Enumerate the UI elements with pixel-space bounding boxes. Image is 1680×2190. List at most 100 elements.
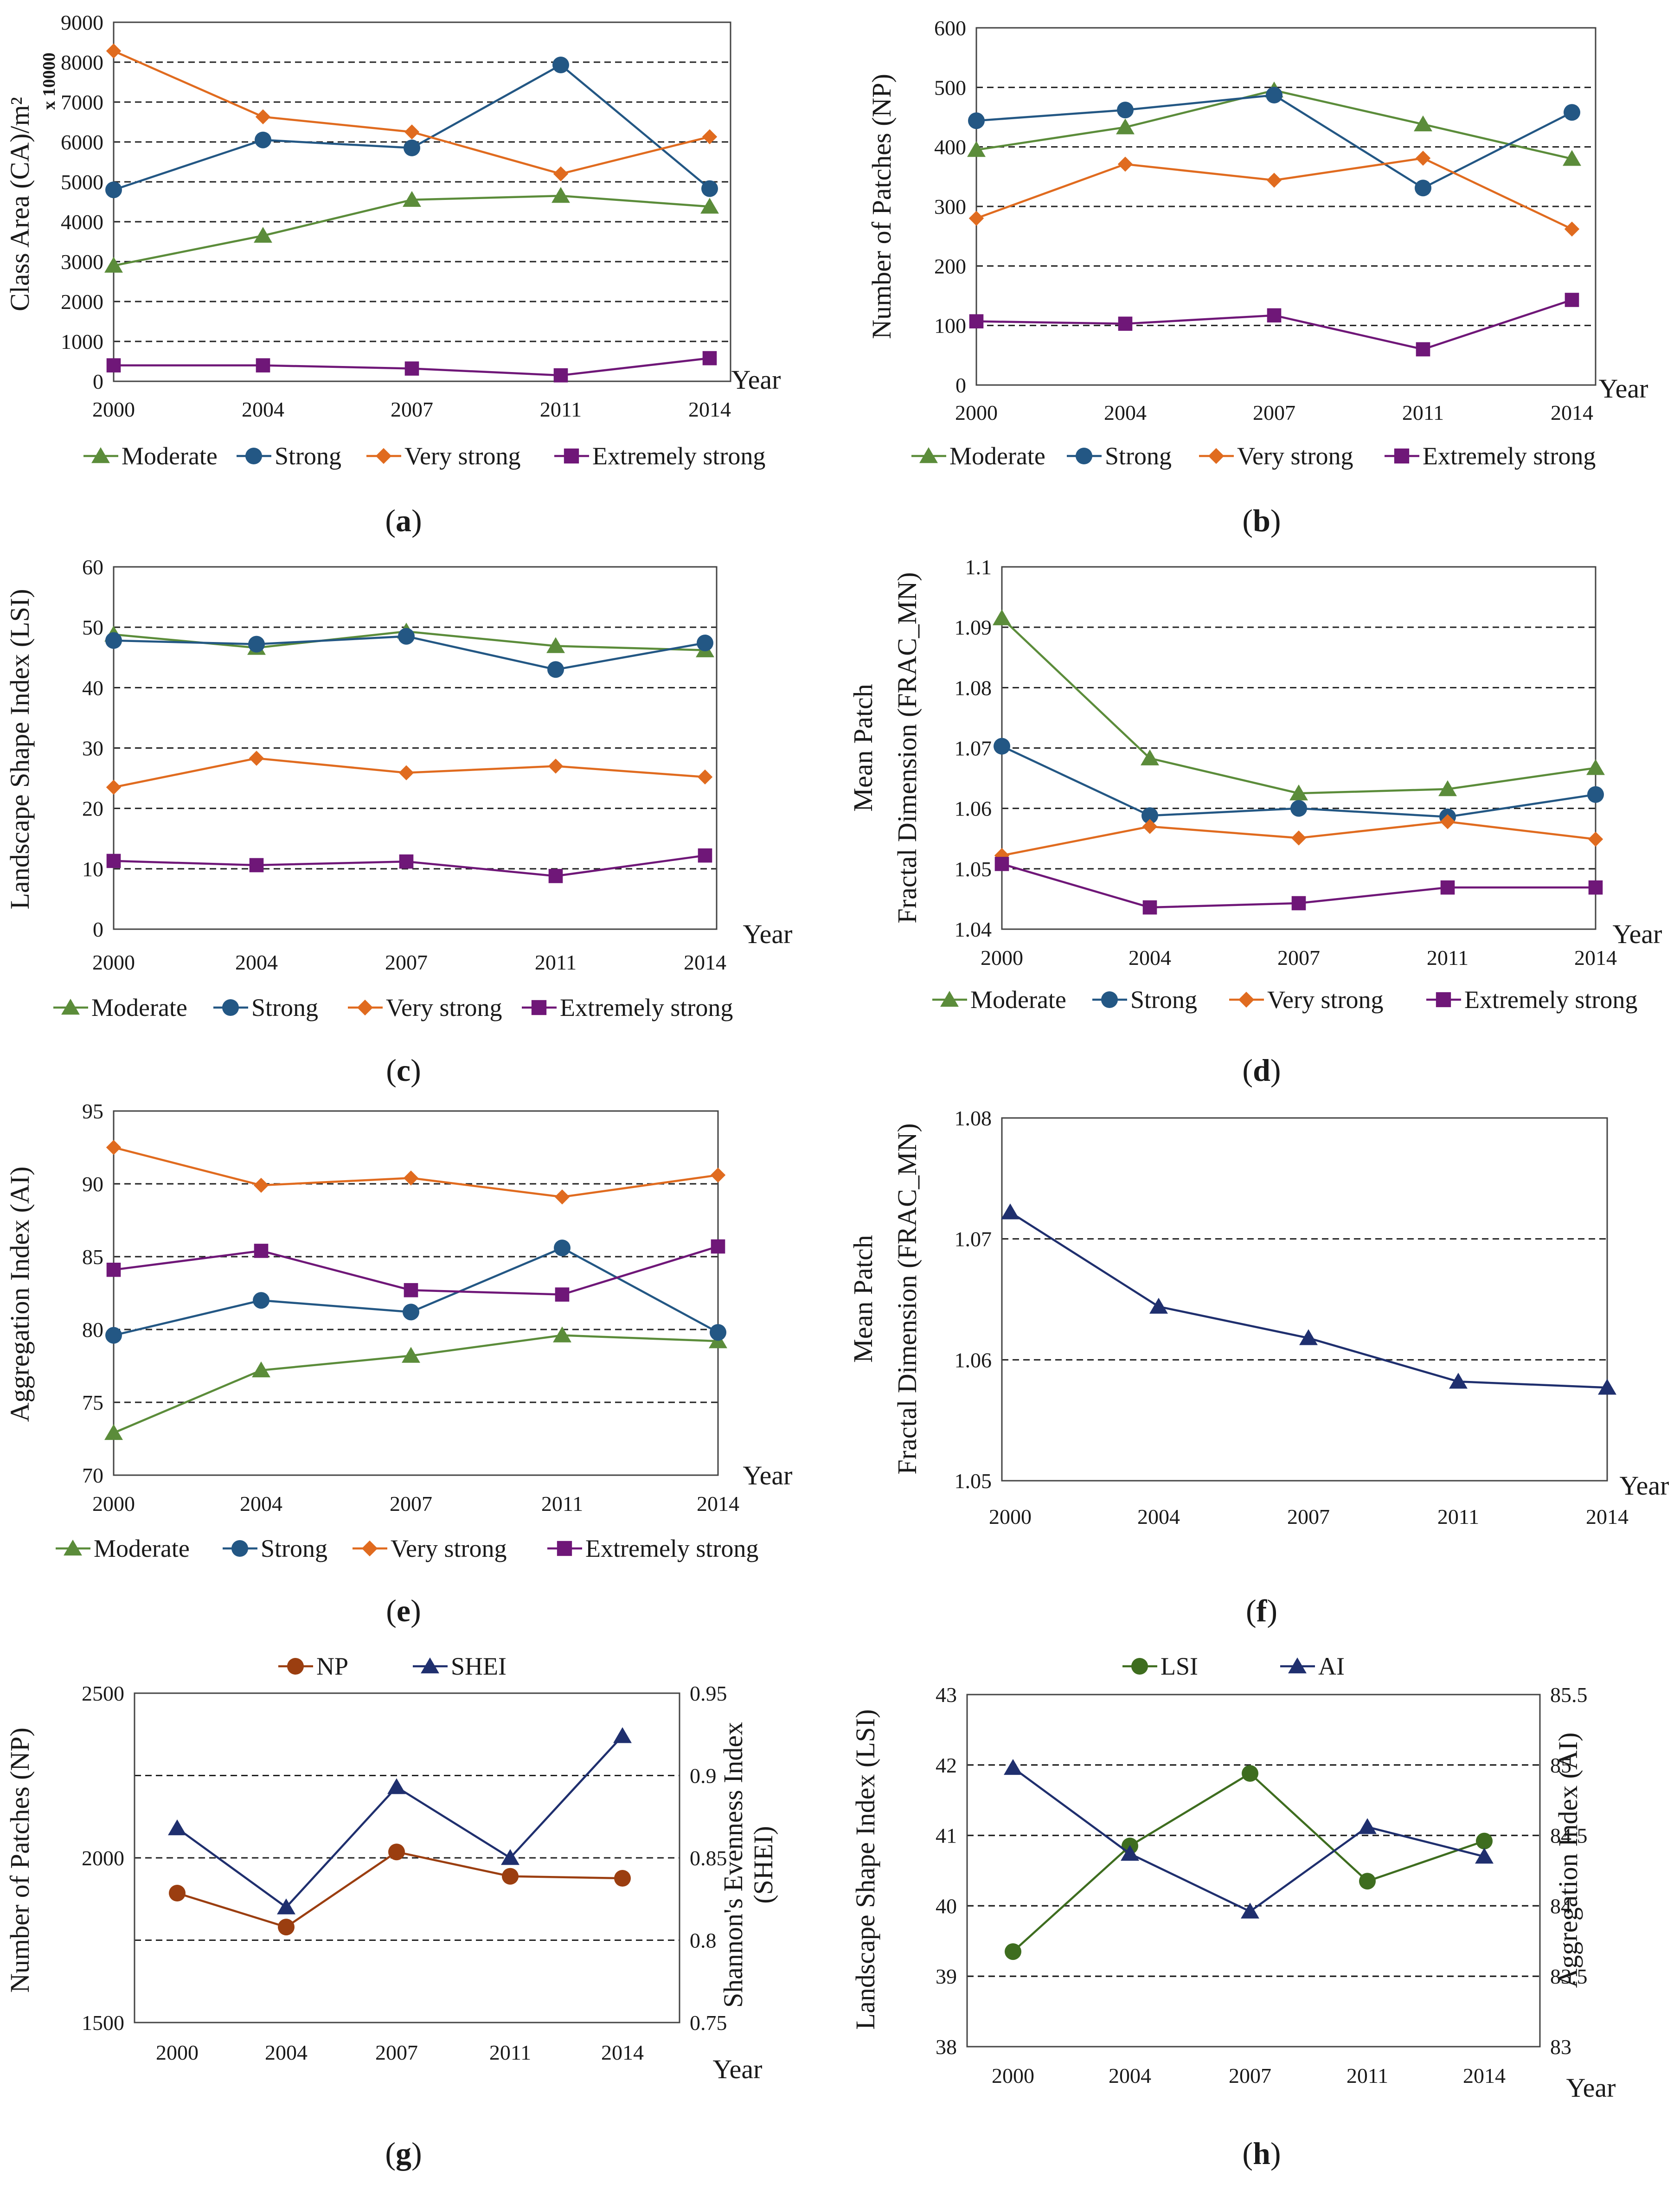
plot-frame	[134, 1692, 680, 2023]
y-tick-label: 600	[934, 16, 966, 40]
data-point-strong	[552, 57, 569, 74]
y-tick-label: 1.05	[955, 1469, 992, 1493]
caption-letter: e	[397, 1593, 410, 1628]
data-point-very-strong	[697, 769, 713, 785]
legend-label: Strong	[1130, 986, 1197, 1014]
y2-tick-label: 0.8	[690, 1929, 717, 1952]
x-tick-label: 2000	[955, 401, 998, 424]
data-point-lsi	[1242, 1765, 1258, 1782]
legend-marker	[940, 991, 959, 1007]
data-point-extremely-strong	[106, 854, 121, 868]
data-point-very-strong	[403, 1170, 419, 1186]
y-tick-label: 0	[93, 370, 103, 393]
legend-label: Extremely strong	[592, 442, 765, 470]
data-point-strong	[710, 1324, 726, 1341]
y-tick-label: 5000	[61, 170, 103, 194]
x-tick-label: 2007	[1253, 401, 1295, 424]
data-point-strong	[697, 635, 713, 652]
legend-label: Moderate	[970, 986, 1066, 1014]
data-point-extremely-strong	[548, 869, 563, 883]
y-tick-label: 8000	[61, 51, 103, 74]
y2-tick-label: 0.95	[690, 1682, 727, 1705]
x-tick-label: 2014	[684, 950, 726, 974]
y-tick-label: 2500	[82, 1682, 124, 1705]
data-point-very-strong	[1291, 830, 1307, 846]
data-point-strong	[105, 632, 122, 649]
panel-caption: (c)	[386, 1053, 421, 1088]
series-line-ai	[1012, 1767, 1485, 1913]
data-point-moderate	[1563, 150, 1581, 166]
caption-open: (	[1242, 2136, 1253, 2171]
data-point-very-strong	[702, 129, 718, 145]
x-tick-label: 2004	[1104, 401, 1147, 424]
legend-label: Extremely strong	[1423, 442, 1596, 470]
data-point-moderate	[1116, 118, 1135, 135]
legend-marker	[1238, 991, 1255, 1008]
data-point-moderate	[551, 187, 570, 203]
caption-close: )	[1267, 1593, 1277, 1628]
caption-close: )	[410, 1593, 421, 1628]
x-tick-label: 2007	[391, 398, 433, 421]
data-point-strong	[968, 112, 985, 129]
legend-label: Extremely strong	[585, 1535, 758, 1562]
legend-marker	[1131, 1658, 1148, 1675]
caption-close: )	[1270, 1053, 1281, 1088]
data-point-moderate	[967, 141, 986, 157]
plot-frame	[113, 1110, 719, 1476]
data-point-extremely-strong	[702, 351, 717, 366]
caption-letter: a	[396, 503, 411, 538]
y-axis-title: Aggregation Index (AI)	[5, 1167, 35, 1422]
panel-caption: (d)	[1242, 1053, 1281, 1088]
data-point-moderate	[1414, 115, 1432, 132]
data-point-np	[614, 1870, 631, 1887]
data-point-very-strong	[1440, 814, 1456, 829]
y-tick-label: 1.06	[955, 1348, 992, 1372]
x-tick-label: 2011	[1402, 401, 1444, 424]
y-tick-label: 50	[82, 616, 103, 639]
data-point-very-strong	[249, 751, 264, 766]
legend-marker	[231, 1540, 248, 1557]
y-tick-label: 42	[936, 1753, 957, 1777]
x-axis-title: Year	[743, 919, 793, 949]
data-point-ai	[1241, 1902, 1259, 1919]
y-tick-label: 30	[82, 737, 103, 760]
legend-marker	[61, 999, 80, 1015]
data-point-np	[388, 1843, 405, 1861]
y2-tick-label: 0.85	[690, 1846, 727, 1870]
x-tick-label: 2000	[92, 398, 135, 421]
legend-marker	[245, 448, 262, 464]
data-point-strong	[403, 1304, 419, 1321]
y-tick-label: 90	[82, 1172, 103, 1196]
x-tick-label: 2000	[156, 2041, 199, 2064]
y-tick-label: 3000	[61, 250, 103, 274]
caption-letter: c	[397, 1053, 410, 1088]
x-tick-label: 2011	[1437, 1505, 1479, 1529]
legend-marker	[1076, 448, 1092, 464]
data-point-lsi	[1476, 1832, 1493, 1850]
data-point-shei	[168, 1819, 186, 1836]
legend-marker	[287, 1658, 304, 1675]
y-tick-label: 200	[934, 254, 966, 278]
x-tick-label: 2000	[92, 950, 135, 974]
x-axis-title: Year	[1566, 2073, 1616, 2103]
data-point-very-strong	[255, 109, 271, 125]
series-line-np	[177, 1850, 623, 1928]
series-line-very-strong	[976, 157, 1572, 230]
x-tick-label: 2014	[1574, 946, 1617, 970]
data-point-extremely-strong	[249, 858, 264, 873]
x-tick-label: 2014	[697, 1492, 739, 1516]
data-point-np	[169, 1884, 186, 1901]
data-point-moderate	[104, 257, 123, 273]
y2-tick-label: 84.5	[1550, 1824, 1588, 1848]
x-axis-title: Year	[731, 365, 781, 395]
data-point-extremely-strong	[1416, 342, 1430, 357]
y-tick-label: 500	[934, 76, 966, 99]
legend-label: NP	[316, 1652, 348, 1680]
data-point-moderate	[403, 191, 421, 207]
y-tick-label: 1000	[61, 330, 103, 353]
data-point-strong	[701, 180, 718, 197]
panel-g: 1500 2000 2500 0.75 0.8 0.85 0.9 0.95 2000 2004 20…	[5, 1652, 778, 2171]
x-tick-label: 2007	[390, 1492, 432, 1516]
data-point-very-strong	[398, 765, 414, 781]
data-point-very-strong	[1142, 819, 1158, 834]
